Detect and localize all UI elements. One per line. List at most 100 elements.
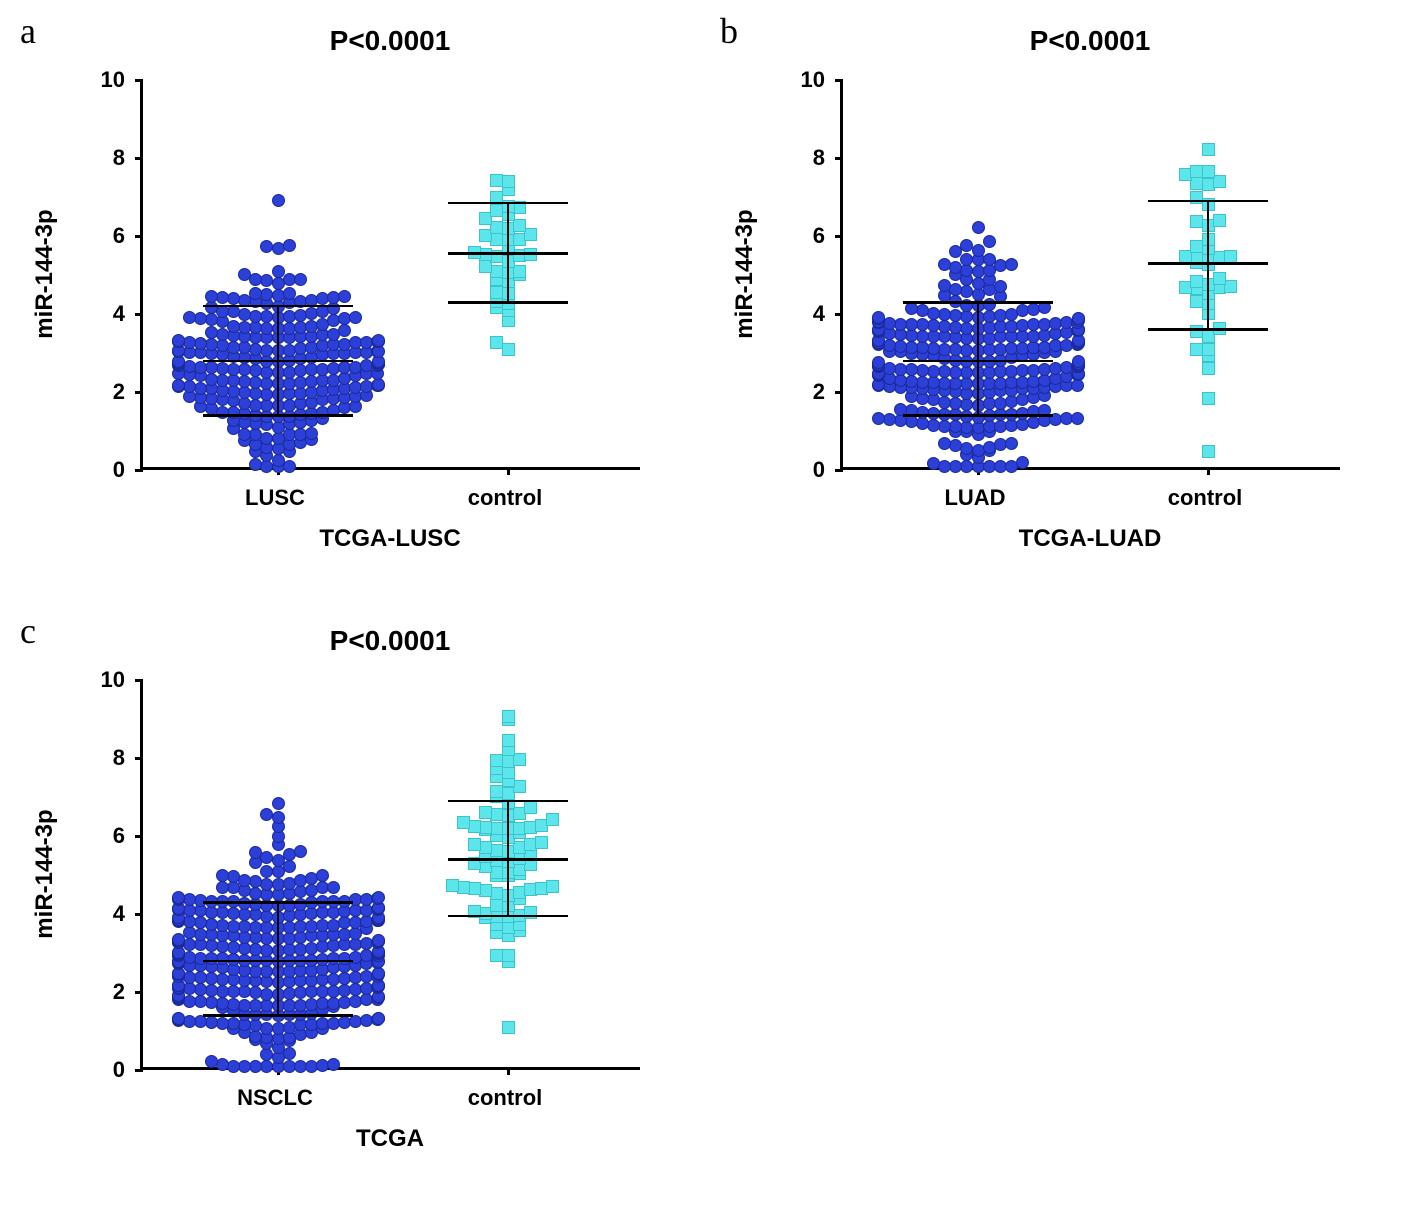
scatter-circle: [227, 941, 240, 954]
scatter-circle: [194, 337, 207, 350]
scatter-circle: [194, 361, 207, 374]
scatter-circle: [872, 311, 885, 324]
scatter-circle: [916, 318, 929, 331]
scatter-square: [524, 801, 537, 814]
x-axis-label-a: TCGA-LUSC: [140, 525, 640, 553]
scatter-circle: [960, 344, 973, 357]
scatter-circle: [183, 1015, 196, 1028]
scatter-circle: [227, 870, 240, 883]
scatter-square: [502, 949, 515, 962]
scatter-circle: [916, 330, 929, 343]
scatter-square: [546, 813, 559, 826]
scatter-circle: [183, 915, 196, 928]
scatter-circle: [216, 1017, 229, 1030]
scatter-circle: [260, 366, 273, 379]
y-tick: [135, 1069, 143, 1072]
scatter-circle: [272, 454, 285, 467]
y-axis-label-c: miR-144-3p: [31, 804, 59, 944]
scatter-circle: [172, 379, 185, 392]
scatter-square: [502, 734, 515, 747]
scatter-circle: [260, 1060, 273, 1073]
scatter-circle: [183, 380, 196, 393]
scatter-circle: [183, 938, 196, 951]
scatter-circle: [272, 194, 285, 207]
scatter-circle: [172, 334, 185, 347]
y-tick-label: 6: [795, 223, 825, 249]
panel-label-a: a: [20, 10, 36, 52]
scatter-circle: [960, 410, 973, 423]
scatter-circle: [227, 1060, 240, 1073]
scatter-circle: [172, 1012, 185, 1025]
scatter-circle: [905, 375, 918, 388]
scatter-circle: [905, 363, 918, 376]
scatter-circle: [205, 326, 218, 339]
y-tick: [135, 79, 143, 82]
x-axis-label-c: TCGA: [140, 1125, 640, 1153]
y-tick-label: 10: [95, 667, 125, 693]
y-tick: [135, 469, 143, 472]
y-tick: [135, 679, 143, 682]
y-tick: [135, 913, 143, 916]
y-tick-label: 8: [795, 145, 825, 171]
scatter-circle: [194, 1015, 207, 1028]
plot-area-c: [140, 680, 640, 1070]
scatter-circle: [372, 934, 385, 947]
scatter-square: [1190, 325, 1203, 338]
scatter-circle: [183, 893, 196, 906]
scatter-circle: [938, 343, 951, 356]
error-cap-upper: [203, 901, 353, 904]
scatter-circle: [927, 419, 940, 432]
y-tick: [135, 157, 143, 160]
scatter-circle: [327, 1058, 340, 1071]
scatter-circle: [916, 304, 929, 317]
scatter-circle: [1071, 412, 1084, 425]
error-cap-upper: [448, 202, 568, 205]
scatter-circle: [949, 366, 962, 379]
error-bar-vertical: [1207, 201, 1210, 330]
scatter-circle: [227, 920, 240, 933]
scatter-square: [446, 879, 459, 892]
scatter-circle: [183, 982, 196, 995]
scatter-circle: [260, 240, 273, 253]
x-tick: [507, 1067, 510, 1075]
scatter-circle: [1016, 456, 1029, 469]
scatter-circle: [249, 310, 262, 323]
scatter-square: [479, 806, 492, 819]
scatter-circle: [194, 995, 207, 1008]
scatter-circle: [227, 320, 240, 333]
scatter-circle: [983, 253, 996, 266]
scatter-circle: [983, 235, 996, 248]
scatter-circle: [260, 377, 273, 390]
plot-area-a: [140, 80, 640, 470]
scatter-circle: [1005, 437, 1018, 450]
scatter-circle: [260, 310, 273, 323]
scatter-square: [1202, 392, 1215, 405]
scatter-circle: [194, 928, 207, 941]
scatter-square: [546, 880, 559, 893]
scatter-circle: [205, 984, 218, 997]
scatter-circle: [938, 420, 951, 433]
y-tick: [135, 391, 143, 394]
y-tick: [135, 835, 143, 838]
error-cap-upper: [203, 305, 353, 308]
x-category-label: LUSC: [205, 485, 345, 511]
x-category-label: control: [435, 485, 575, 511]
scatter-circle: [372, 378, 385, 391]
scatter-circle: [260, 288, 273, 301]
scatter-circle: [949, 439, 962, 452]
mean-line: [903, 360, 1053, 363]
y-tick-label: 2: [95, 979, 125, 1005]
figure-container: a P<0.0001 miR-144-3p TCGA-LUSC 0246810L…: [0, 0, 1418, 1209]
scatter-circle: [183, 904, 196, 917]
scatter-square: [457, 816, 470, 829]
y-tick: [135, 757, 143, 760]
y-tick: [835, 235, 843, 238]
scatter-square: [1213, 214, 1226, 227]
panel-label-b: b: [720, 10, 738, 52]
y-tick-label: 2: [795, 379, 825, 405]
scatter-circle: [960, 322, 973, 335]
mean-line: [203, 360, 353, 363]
y-tick: [835, 391, 843, 394]
scatter-square: [524, 906, 537, 919]
scatter-circle: [238, 428, 251, 441]
